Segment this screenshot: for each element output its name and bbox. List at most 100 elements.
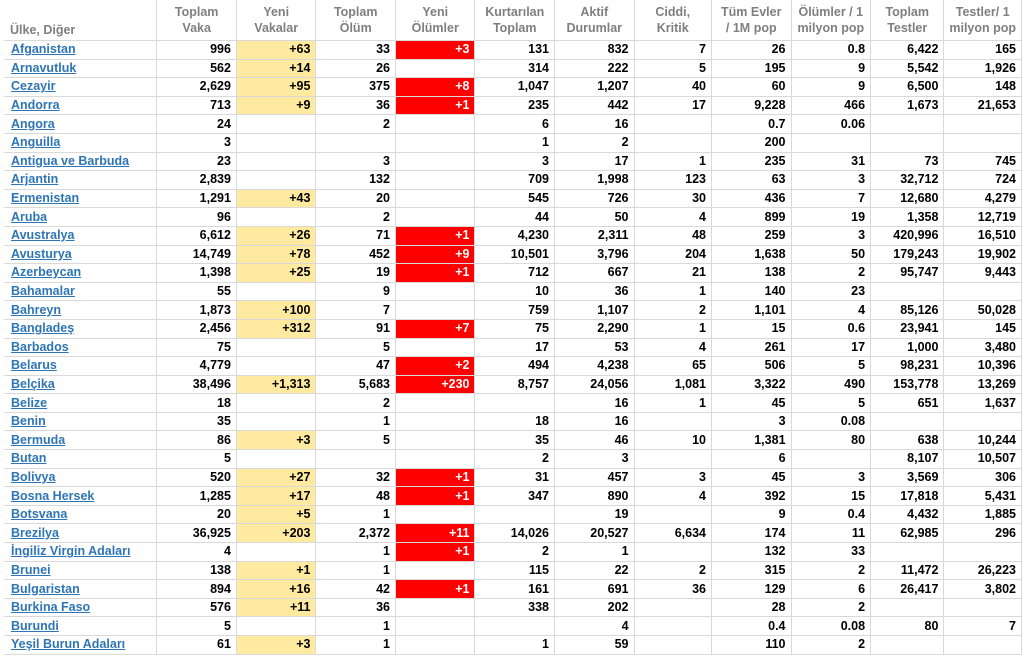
cell-country[interactable]: Antigua ve Barbuda bbox=[4, 152, 158, 172]
country-link[interactable]: Belçika bbox=[11, 376, 55, 391]
country-link[interactable]: Angora bbox=[11, 116, 55, 131]
cell-country[interactable]: Benin bbox=[4, 412, 158, 432]
country-link[interactable]: Yeşil Burun Adaları bbox=[11, 637, 126, 652]
cell-country[interactable]: Anguilla bbox=[4, 133, 158, 153]
cell-critical bbox=[634, 449, 713, 469]
country-link[interactable]: Burundi bbox=[11, 618, 59, 633]
header-total-tests[interactable]: Toplam Testler bbox=[870, 0, 945, 41]
cell-total-cases: 23 bbox=[156, 152, 237, 172]
cell-country[interactable]: İngiliz Virgin Adaları bbox=[4, 542, 158, 562]
cell-critical: 7 bbox=[634, 40, 713, 60]
cell-new-cases bbox=[236, 282, 317, 302]
cell-total-cases: 4,779 bbox=[156, 356, 237, 376]
country-link[interactable]: Butan bbox=[11, 451, 47, 466]
cell-country[interactable]: Arjantin bbox=[4, 170, 158, 190]
cell-new-cases: +1 bbox=[236, 561, 317, 581]
cell-new-deaths: +3 bbox=[395, 40, 476, 60]
cell-new-deaths bbox=[395, 449, 476, 469]
country-link[interactable]: Avusturya bbox=[11, 246, 72, 261]
cell-country[interactable]: Butan bbox=[4, 449, 158, 469]
country-link[interactable]: Arnavutluk bbox=[11, 60, 77, 75]
cell-country[interactable]: Botsvana bbox=[4, 505, 158, 525]
cell-new-deaths: +230 bbox=[395, 375, 476, 395]
cell-country[interactable]: Bosna Hersek bbox=[4, 486, 158, 506]
country-link[interactable]: Barbados bbox=[11, 339, 69, 354]
cell-country[interactable]: Bangladeş bbox=[4, 319, 158, 339]
country-link[interactable]: Andorra bbox=[11, 98, 60, 113]
cell-total-deaths: 91 bbox=[315, 319, 396, 339]
country-link[interactable]: Afganistan bbox=[11, 42, 76, 57]
cell-country[interactable]: Avustralya bbox=[4, 226, 158, 246]
cell-country[interactable]: Burundi bbox=[4, 616, 158, 636]
cell-country[interactable]: Belize bbox=[4, 393, 158, 413]
cell-country[interactable]: Belçika bbox=[4, 375, 158, 395]
cell-recovered: 494 bbox=[474, 356, 555, 376]
header-new-cases[interactable]: Yeni Vakalar bbox=[236, 0, 317, 41]
cell-country[interactable]: Bulgaristan bbox=[4, 579, 158, 599]
country-link[interactable]: Avustralya bbox=[11, 228, 75, 243]
cell-country[interactable]: Cezayir bbox=[4, 77, 158, 97]
country-link[interactable]: Brezilya bbox=[11, 525, 59, 540]
country-link[interactable]: Azerbeycan bbox=[11, 265, 82, 280]
cell-country[interactable]: Azerbeycan bbox=[4, 263, 158, 283]
header-recovered[interactable]: Kurtarılan Toplam bbox=[474, 0, 555, 41]
cell-country[interactable]: Yeşil Burun Adaları bbox=[4, 635, 158, 655]
header-tests-per-million[interactable]: Testler/ 1 milyon pop bbox=[943, 0, 1022, 41]
cell-country[interactable]: Belarus bbox=[4, 356, 158, 376]
cell-country[interactable]: Bahreyn bbox=[4, 300, 158, 320]
cell-country[interactable]: Aruba bbox=[4, 207, 158, 227]
header-total-cases[interactable]: Toplam Vaka bbox=[156, 0, 237, 41]
country-link[interactable]: Belize bbox=[11, 395, 48, 410]
header-country[interactable]: Ülke, Diğer bbox=[4, 0, 158, 41]
cell-country[interactable]: Andorra bbox=[4, 96, 158, 116]
header-critical[interactable]: Ciddi, Kritik bbox=[634, 0, 713, 41]
country-link[interactable]: Aruba bbox=[11, 209, 48, 224]
country-link[interactable]: Belarus bbox=[11, 358, 57, 373]
header-cases-per-million[interactable]: Tüm Evler/ 1M pop bbox=[711, 0, 792, 41]
header-deaths-per-million[interactable]: Ölümler / 1 milyon pop bbox=[791, 0, 872, 41]
cell-country[interactable]: Brunei bbox=[4, 561, 158, 581]
cell-country[interactable]: Bolivya bbox=[4, 468, 158, 488]
table-row: Burkina Faso 576 +11 36 338 202 28 2 bbox=[4, 598, 1022, 618]
cell-deaths-per-million: 9 bbox=[791, 77, 872, 97]
cell-country[interactable]: Barbados bbox=[4, 338, 158, 358]
country-link[interactable]: Botsvana bbox=[11, 507, 68, 522]
header-total-deaths[interactable]: Toplam Ölüm bbox=[315, 0, 396, 41]
cell-tests-per-million: 50,028 bbox=[943, 300, 1022, 320]
country-link[interactable]: Cezayir bbox=[11, 79, 56, 94]
country-link[interactable]: Antigua ve Barbuda bbox=[11, 153, 130, 168]
country-link[interactable]: Anguilla bbox=[11, 135, 61, 150]
cell-tests-per-million: 7 bbox=[943, 616, 1022, 636]
header-active[interactable]: Aktif Durumlar bbox=[554, 0, 635, 41]
cell-country[interactable]: Brezilya bbox=[4, 523, 158, 544]
country-link[interactable]: Brunei bbox=[11, 562, 51, 577]
country-link[interactable]: Arjantin bbox=[11, 172, 59, 187]
cell-country[interactable]: Burkina Faso bbox=[4, 598, 158, 618]
country-link[interactable]: Benin bbox=[11, 414, 46, 429]
country-link[interactable]: Burkina Faso bbox=[11, 600, 91, 615]
cell-country[interactable]: Bahamalar bbox=[4, 282, 158, 302]
country-link[interactable]: Bahreyn bbox=[11, 302, 62, 317]
cell-cases-per-million: 235 bbox=[711, 152, 792, 172]
country-link[interactable]: Bermuda bbox=[11, 432, 66, 447]
cell-country[interactable]: Ermenistan bbox=[4, 189, 158, 209]
cell-country[interactable]: Bermuda bbox=[4, 430, 158, 451]
country-link[interactable]: Bangladeş bbox=[11, 321, 75, 336]
cell-active: 726 bbox=[554, 189, 635, 209]
country-link[interactable]: Bulgaristan bbox=[11, 581, 80, 596]
cell-country[interactable]: Arnavutluk bbox=[4, 59, 158, 79]
cell-country[interactable]: Avusturya bbox=[4, 245, 158, 265]
header-new-deaths[interactable]: Yeni Ölümler bbox=[395, 0, 476, 41]
country-link[interactable]: Bahamalar bbox=[11, 284, 75, 299]
country-link[interactable]: Bolivya bbox=[11, 469, 56, 484]
cell-active: 222 bbox=[554, 59, 635, 79]
cell-new-deaths bbox=[395, 133, 476, 153]
cell-total-tests: 23,941 bbox=[870, 319, 945, 339]
table-row: Ermenistan 1,291 +43 20 545 726 30 436 7 12,680 4,… bbox=[4, 189, 1022, 209]
country-link[interactable]: Ermenistan bbox=[11, 191, 80, 206]
country-link[interactable]: Bosna Hersek bbox=[11, 488, 95, 503]
cell-country[interactable]: Angora bbox=[4, 114, 158, 134]
country-link[interactable]: İngiliz Virgin Adaları bbox=[11, 544, 131, 559]
cell-country[interactable]: Afganistan bbox=[4, 40, 158, 60]
table-row: Bolivya 520 +27 32 +1 31 457 3 45 3 3,569 306 bbox=[4, 468, 1022, 488]
